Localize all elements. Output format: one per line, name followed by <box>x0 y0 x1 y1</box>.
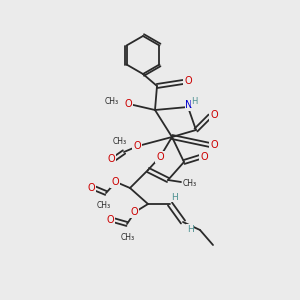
Text: O: O <box>156 152 164 162</box>
Text: N: N <box>185 100 193 110</box>
Text: H: H <box>187 224 194 233</box>
Text: O: O <box>184 76 192 86</box>
Text: O: O <box>133 141 141 151</box>
Text: O: O <box>210 140 218 150</box>
Text: O: O <box>111 177 119 187</box>
Text: O: O <box>130 207 138 217</box>
Text: H: H <box>191 98 197 106</box>
Text: O: O <box>210 110 218 120</box>
Text: O: O <box>87 183 95 193</box>
Text: O: O <box>106 215 114 225</box>
Text: H: H <box>171 193 177 202</box>
Text: O: O <box>124 99 132 109</box>
Text: CH₃: CH₃ <box>183 178 197 188</box>
Text: CH₃: CH₃ <box>105 98 119 106</box>
Text: O: O <box>107 154 115 164</box>
Text: CH₃: CH₃ <box>121 232 135 242</box>
Text: CH₃: CH₃ <box>113 137 127 146</box>
Text: O: O <box>200 152 208 162</box>
Text: CH₃: CH₃ <box>97 200 111 209</box>
